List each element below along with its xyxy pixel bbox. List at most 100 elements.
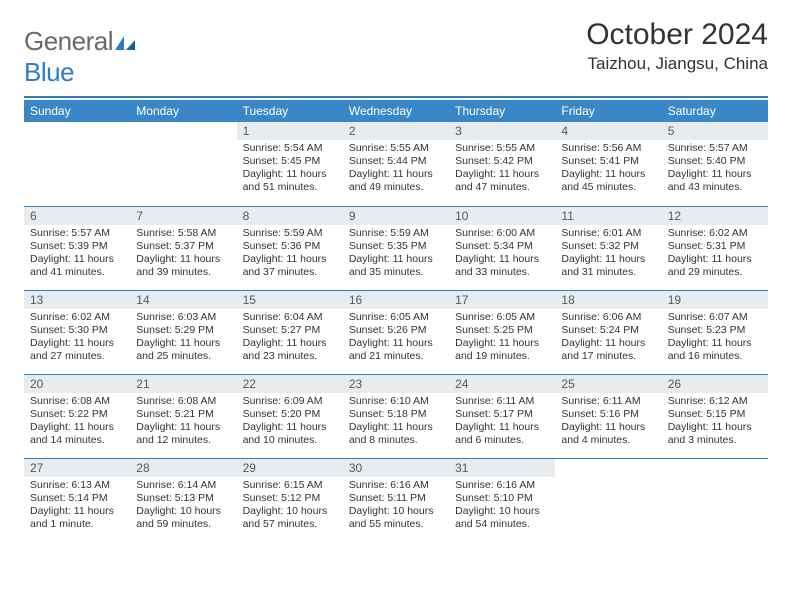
sunset-line: Sunset: 5:35 PM <box>349 240 443 253</box>
day-number: 13 <box>24 291 130 309</box>
day-number: 7 <box>130 207 236 225</box>
daylight-line: Daylight: 11 hours and 47 minutes. <box>455 168 549 194</box>
sunrise-line: Sunrise: 6:02 AM <box>668 227 762 240</box>
daylight-line: Daylight: 11 hours and 6 minutes. <box>455 421 549 447</box>
calendar-day: 2Sunrise: 5:55 AMSunset: 5:44 PMDaylight… <box>343 122 449 206</box>
calendar-body: 1Sunrise: 5:54 AMSunset: 5:45 PMDaylight… <box>24 122 768 542</box>
day-details: Sunrise: 6:00 AMSunset: 5:34 PMDaylight:… <box>449 225 555 284</box>
day-details: Sunrise: 6:16 AMSunset: 5:11 PMDaylight:… <box>343 477 449 536</box>
daylight-line: Daylight: 11 hours and 19 minutes. <box>455 337 549 363</box>
sunset-line: Sunset: 5:25 PM <box>455 324 549 337</box>
calendar-week: 1Sunrise: 5:54 AMSunset: 5:45 PMDaylight… <box>24 122 768 206</box>
calendar-day: 9Sunrise: 5:59 AMSunset: 5:35 PMDaylight… <box>343 206 449 290</box>
calendar-day: 23Sunrise: 6:10 AMSunset: 5:18 PMDayligh… <box>343 374 449 458</box>
sunrise-line: Sunrise: 6:03 AM <box>136 311 230 324</box>
calendar-day: 19Sunrise: 6:07 AMSunset: 5:23 PMDayligh… <box>662 290 768 374</box>
day-number: 14 <box>130 291 236 309</box>
daylight-line: Daylight: 11 hours and 17 minutes. <box>561 337 655 363</box>
calendar-day: 8Sunrise: 5:59 AMSunset: 5:36 PMDaylight… <box>237 206 343 290</box>
day-details: Sunrise: 6:02 AMSunset: 5:30 PMDaylight:… <box>24 309 130 368</box>
day-number: 31 <box>449 459 555 477</box>
daylight-line: Daylight: 11 hours and 43 minutes. <box>668 168 762 194</box>
daylight-line: Daylight: 11 hours and 29 minutes. <box>668 253 762 279</box>
day-details: Sunrise: 6:06 AMSunset: 5:24 PMDaylight:… <box>555 309 661 368</box>
daylight-line: Daylight: 11 hours and 41 minutes. <box>30 253 124 279</box>
sunset-line: Sunset: 5:12 PM <box>243 492 337 505</box>
daylight-line: Daylight: 11 hours and 3 minutes. <box>668 421 762 447</box>
sunset-line: Sunset: 5:11 PM <box>349 492 443 505</box>
calendar-day: 5Sunrise: 5:57 AMSunset: 5:40 PMDaylight… <box>662 122 768 206</box>
sunrise-line: Sunrise: 6:13 AM <box>30 479 124 492</box>
day-number: 1 <box>237 122 343 140</box>
brand-logo: GeneralBlue <box>24 26 135 88</box>
calendar-day: 21Sunrise: 6:08 AMSunset: 5:21 PMDayligh… <box>130 374 236 458</box>
day-number: 22 <box>237 375 343 393</box>
sunrise-line: Sunrise: 5:55 AM <box>455 142 549 155</box>
title-block: October 2024 Taizhou, Jiangsu, China <box>586 18 768 74</box>
calendar-week: 20Sunrise: 6:08 AMSunset: 5:22 PMDayligh… <box>24 374 768 458</box>
day-number: 11 <box>555 207 661 225</box>
day-details: Sunrise: 6:12 AMSunset: 5:15 PMDaylight:… <box>662 393 768 452</box>
brand-sail-icon <box>115 26 135 40</box>
calendar-day: 24Sunrise: 6:11 AMSunset: 5:17 PMDayligh… <box>449 374 555 458</box>
day-details: Sunrise: 6:16 AMSunset: 5:10 PMDaylight:… <box>449 477 555 536</box>
calendar-day: 29Sunrise: 6:15 AMSunset: 5:12 PMDayligh… <box>237 458 343 542</box>
daylight-line: Daylight: 11 hours and 27 minutes. <box>30 337 124 363</box>
sunset-line: Sunset: 5:29 PM <box>136 324 230 337</box>
weekday-header: Wednesday <box>343 100 449 122</box>
sunset-line: Sunset: 5:23 PM <box>668 324 762 337</box>
sunrise-line: Sunrise: 5:59 AM <box>349 227 443 240</box>
sunset-line: Sunset: 5:37 PM <box>136 240 230 253</box>
calendar-day: 13Sunrise: 6:02 AMSunset: 5:30 PMDayligh… <box>24 290 130 374</box>
day-details: Sunrise: 6:02 AMSunset: 5:31 PMDaylight:… <box>662 225 768 284</box>
sunset-line: Sunset: 5:26 PM <box>349 324 443 337</box>
calendar-day: 17Sunrise: 6:05 AMSunset: 5:25 PMDayligh… <box>449 290 555 374</box>
day-number: 5 <box>662 122 768 140</box>
calendar-day: 18Sunrise: 6:06 AMSunset: 5:24 PMDayligh… <box>555 290 661 374</box>
sunset-line: Sunset: 5:34 PM <box>455 240 549 253</box>
brand-text: GeneralBlue <box>24 26 135 88</box>
day-details: Sunrise: 6:13 AMSunset: 5:14 PMDaylight:… <box>24 477 130 536</box>
day-number: 18 <box>555 291 661 309</box>
day-number: 9 <box>343 207 449 225</box>
sunrise-line: Sunrise: 6:10 AM <box>349 395 443 408</box>
sunset-line: Sunset: 5:40 PM <box>668 155 762 168</box>
calendar-day: 28Sunrise: 6:14 AMSunset: 5:13 PMDayligh… <box>130 458 236 542</box>
sunrise-line: Sunrise: 6:02 AM <box>30 311 124 324</box>
day-details: Sunrise: 5:59 AMSunset: 5:35 PMDaylight:… <box>343 225 449 284</box>
day-details: Sunrise: 5:57 AMSunset: 5:40 PMDaylight:… <box>662 140 768 199</box>
sunset-line: Sunset: 5:16 PM <box>561 408 655 421</box>
day-number: 30 <box>343 459 449 477</box>
sunset-line: Sunset: 5:14 PM <box>30 492 124 505</box>
day-number: 2 <box>343 122 449 140</box>
daylight-line: Daylight: 11 hours and 31 minutes. <box>561 253 655 279</box>
calendar-day: 26Sunrise: 6:12 AMSunset: 5:15 PMDayligh… <box>662 374 768 458</box>
sunrise-line: Sunrise: 6:08 AM <box>30 395 124 408</box>
day-number: 4 <box>555 122 661 140</box>
day-number: 25 <box>555 375 661 393</box>
sunrise-line: Sunrise: 6:05 AM <box>349 311 443 324</box>
daylight-line: Daylight: 11 hours and 35 minutes. <box>349 253 443 279</box>
daylight-line: Daylight: 11 hours and 37 minutes. <box>243 253 337 279</box>
sunrise-line: Sunrise: 5:57 AM <box>30 227 124 240</box>
sunset-line: Sunset: 5:18 PM <box>349 408 443 421</box>
sunrise-line: Sunrise: 5:55 AM <box>349 142 443 155</box>
sunrise-line: Sunrise: 5:57 AM <box>668 142 762 155</box>
daylight-line: Daylight: 11 hours and 45 minutes. <box>561 168 655 194</box>
weekday-header: Friday <box>555 100 661 122</box>
daylight-line: Daylight: 11 hours and 51 minutes. <box>243 168 337 194</box>
calendar-day: 11Sunrise: 6:01 AMSunset: 5:32 PMDayligh… <box>555 206 661 290</box>
daylight-line: Daylight: 11 hours and 39 minutes. <box>136 253 230 279</box>
sunrise-line: Sunrise: 5:58 AM <box>136 227 230 240</box>
sunset-line: Sunset: 5:24 PM <box>561 324 655 337</box>
calendar-day: 22Sunrise: 6:09 AMSunset: 5:20 PMDayligh… <box>237 374 343 458</box>
sunset-line: Sunset: 5:21 PM <box>136 408 230 421</box>
daylight-line: Daylight: 10 hours and 57 minutes. <box>243 505 337 531</box>
daylight-line: Daylight: 11 hours and 21 minutes. <box>349 337 443 363</box>
day-number: 12 <box>662 207 768 225</box>
calendar-head: SundayMondayTuesdayWednesdayThursdayFrid… <box>24 100 768 122</box>
day-details: Sunrise: 6:11 AMSunset: 5:16 PMDaylight:… <box>555 393 661 452</box>
weekday-header: Tuesday <box>237 100 343 122</box>
sunset-line: Sunset: 5:31 PM <box>668 240 762 253</box>
daylight-line: Daylight: 11 hours and 49 minutes. <box>349 168 443 194</box>
